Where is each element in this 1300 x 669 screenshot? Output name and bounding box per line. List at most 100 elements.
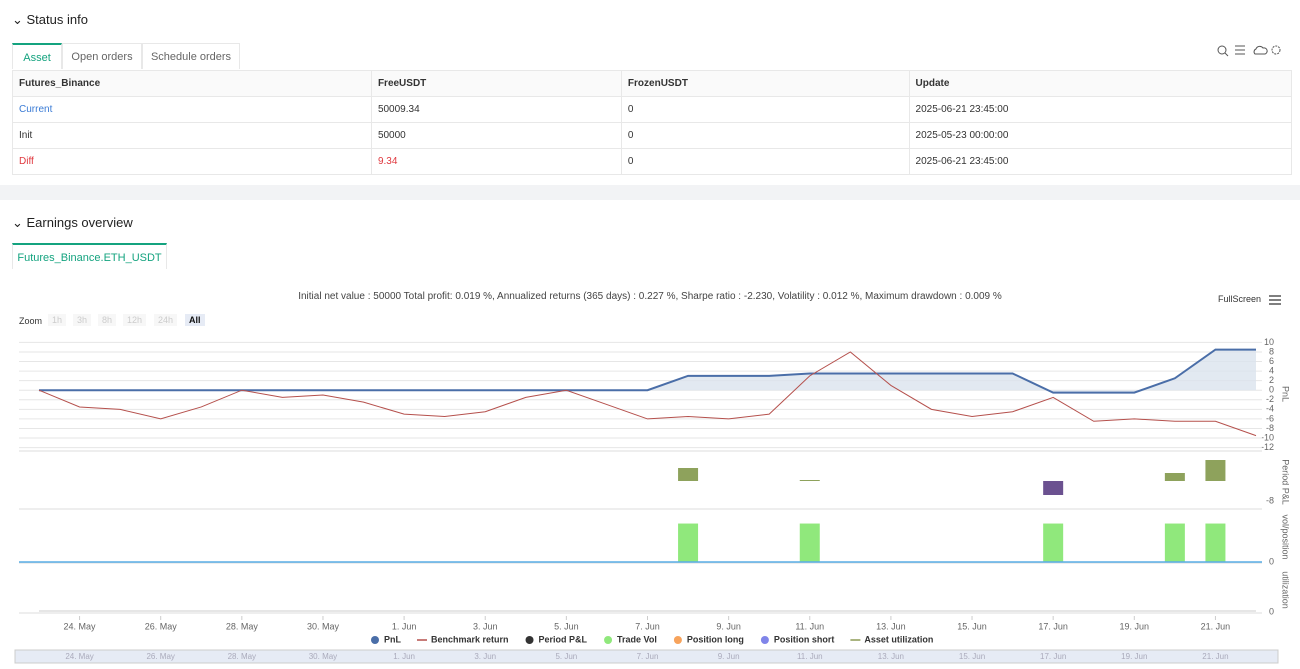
legend-marker — [673, 636, 682, 644]
zoom-button[interactable]: 12h — [123, 314, 147, 326]
y-axis-label: utilization — [1281, 571, 1291, 609]
x-tick-label: 3. Jun — [473, 621, 498, 631]
table-row: Current 50009.34 0 2025-06-21 23:45:00 — [12, 96, 1293, 123]
y-tick-label: 8 — [1269, 346, 1274, 356]
zoom-button[interactable]: 3h — [73, 314, 92, 326]
pnl-area — [39, 349, 1256, 393]
navigator-label: 28. May — [228, 652, 256, 661]
x-tick-label: 21. Jun — [1201, 621, 1231, 631]
zoom-button[interactable]: 8h — [98, 314, 117, 326]
zoom-button[interactable]: 1h — [48, 314, 67, 326]
vol-bar — [1205, 523, 1226, 562]
navigator-label: 30. May — [309, 652, 337, 661]
navigator-label: 15. Jun — [959, 652, 985, 661]
vol-bar — [1043, 523, 1064, 562]
table-cell: 2025-05-23 00:00:00 — [908, 122, 1293, 149]
table-cell: 50009.34 — [370, 96, 622, 123]
period-bar — [1043, 481, 1064, 495]
x-tick-label: 15. Jun — [957, 621, 987, 631]
x-tick-label: 19. Jun — [1120, 621, 1150, 631]
table-cell: 0 — [620, 122, 910, 149]
navigator-label: 19. Jun — [1121, 652, 1147, 661]
table-cell: 0 — [620, 96, 910, 123]
legend-marker — [525, 636, 534, 644]
navigator-label: 7. Jun — [637, 652, 659, 661]
zoom-button[interactable]: All — [185, 314, 205, 326]
y-tick-label: -10 — [1261, 432, 1274, 442]
legend-label[interactable]: Trade Vol — [617, 634, 657, 644]
table-cell: 50000 — [370, 122, 622, 149]
x-tick-label: 9. Jun — [716, 621, 741, 631]
table-row: Init 50000 0 2025-05-23 00:00:00 — [12, 122, 1293, 149]
legend-label[interactable]: Position long — [687, 634, 744, 644]
y-axis-label: vol/position — [1281, 514, 1291, 559]
table-cell: Diff — [12, 148, 372, 175]
table-header: Futures_Binance FreeUSDT FrozenUSDT Update — [12, 70, 1293, 97]
navigator-label: 3. Jun — [474, 652, 496, 661]
legend-marker — [760, 636, 769, 644]
y-axis-label: PnL — [1281, 386, 1291, 402]
zoom-label: Zoom — [19, 316, 43, 326]
status-title: Status info — [26, 12, 88, 27]
x-tick-label: 30. May — [307, 621, 340, 631]
column-header: Update — [908, 70, 1293, 97]
x-tick-label: 13. Jun — [876, 621, 906, 631]
period-bar — [678, 468, 699, 481]
x-tick-label: 11. Jun — [795, 621, 824, 631]
status-header[interactable]: ⌄ Status info — [12, 12, 88, 27]
asset-table: Futures_Binance FreeUSDT FrozenUSDT Update C… — [12, 70, 1293, 175]
earnings-title: Earnings overview — [26, 215, 133, 230]
y-tick-label: 10 — [1264, 337, 1274, 347]
column-header: Futures_Binance — [12, 70, 372, 97]
status-tab[interactable]: Schedule orders — [142, 43, 240, 69]
navigator-label: 24. May — [65, 652, 93, 661]
x-tick-label: 1. Jun — [392, 621, 417, 631]
y-tick-label: 6 — [1269, 356, 1274, 366]
y-tick-label: -8 — [1266, 495, 1274, 505]
legend-label[interactable]: PnL — [384, 634, 402, 644]
legend-label[interactable]: Benchmark return — [431, 634, 509, 644]
y-tick-label: 2 — [1269, 375, 1274, 385]
y-tick-label: 0 — [1269, 385, 1274, 395]
legend-label[interactable]: Period P&L — [539, 634, 588, 644]
status-tab[interactable]: Asset — [12, 43, 62, 69]
y-tick-label: 0 — [1269, 556, 1274, 566]
x-tick-label: 17. Jun — [1038, 621, 1068, 631]
table-cell: Current — [12, 96, 372, 123]
navigator-label: 17. Jun — [1040, 652, 1066, 661]
y-tick-label: 4 — [1269, 365, 1274, 375]
vol-bar — [799, 523, 820, 562]
status-tab[interactable]: Open orders — [62, 43, 142, 69]
zoom-button[interactable]: 24h — [154, 314, 178, 326]
y-tick-label: 0 — [1269, 606, 1274, 616]
symbol-tab[interactable]: Futures_Binance.ETH_USDT — [12, 243, 167, 269]
navigator-label: 13. Jun — [878, 652, 904, 661]
toolbar-icons[interactable] — [1210, 42, 1290, 60]
separator — [0, 185, 1300, 200]
navigator-label: 26. May — [146, 652, 174, 661]
legend-marker — [371, 636, 379, 644]
table-cell: 9.34 — [370, 148, 622, 175]
legend-label[interactable]: Asset utilization — [864, 634, 933, 644]
navigator-label: 5. Jun — [555, 652, 577, 661]
y-tick-label: -8 — [1266, 423, 1274, 433]
x-tick-label: 7. Jun — [635, 621, 660, 631]
navigator-label: 9. Jun — [718, 652, 740, 661]
y-tick-label: -2 — [1266, 394, 1274, 404]
earnings-header[interactable]: ⌄ Earnings overview — [12, 215, 133, 230]
y-tick-label: -6 — [1266, 413, 1274, 423]
x-tick-label: 26. May — [145, 621, 178, 631]
menu-icon[interactable] — [1268, 294, 1282, 306]
y-tick-label: -4 — [1266, 404, 1274, 414]
column-header: FrozenUSDT — [620, 70, 910, 97]
legend-label[interactable]: Position short — [774, 634, 835, 644]
table-cell: 2025-06-21 23:45:00 — [908, 96, 1293, 123]
legend-marker — [604, 636, 613, 644]
x-tick-label: 24. May — [64, 621, 97, 631]
fullscreen-button[interactable]: FullScreen — [1218, 294, 1262, 304]
y-axis-label: Period P&L — [1281, 459, 1291, 505]
navigator-label: 1. Jun — [393, 652, 415, 661]
navigator-label: 11. Jun — [797, 652, 823, 661]
y-tick-label: -12 — [1261, 442, 1274, 452]
navigator-label: 21. Jun — [1202, 652, 1228, 661]
